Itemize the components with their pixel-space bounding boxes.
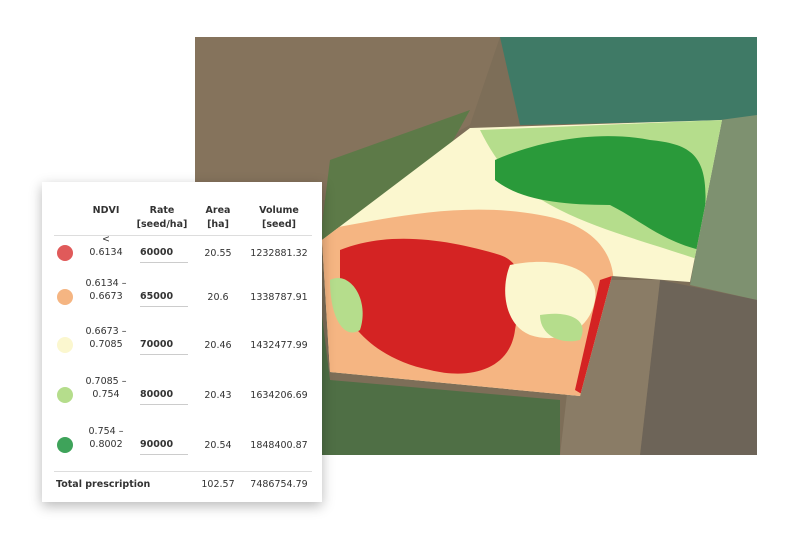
rate-input: 65000 — [140, 291, 188, 307]
volume: 1848400.87 — [250, 440, 308, 451]
color-swatch — [57, 337, 73, 353]
column-header: Volume [seed] — [259, 205, 299, 230]
separator — [54, 471, 312, 472]
volume: 1634206.69 — [250, 390, 308, 401]
area: 20.54 — [204, 440, 232, 451]
color-swatch — [57, 437, 73, 453]
separator — [54, 235, 312, 236]
ndvi-range: < 0.6134 — [89, 234, 123, 258]
rate-input: 90000 — [140, 439, 188, 455]
volume: 1338787.91 — [250, 292, 308, 303]
color-swatch — [57, 245, 73, 261]
total-area: 102.57 — [201, 479, 235, 490]
area: 20.46 — [204, 340, 232, 351]
prescription-table: NDVI Rate [seed/ha] Area [ha] Volume [seed]… — [42, 182, 322, 502]
total-volume: 7486754.79 — [250, 479, 308, 490]
volume: 1432477.99 — [250, 340, 308, 351]
ndvi-range: 0.7085 – 0.754 — [85, 376, 127, 400]
ndvi-range: 0.6673 – 0.7085 — [85, 326, 127, 350]
area: 20.43 — [204, 390, 232, 401]
color-swatch — [57, 387, 73, 403]
column-header: Rate [seed/ha] — [136, 205, 188, 230]
color-swatch — [57, 289, 73, 305]
volume: 1232881.32 — [250, 248, 308, 259]
area: 20.55 — [204, 248, 232, 259]
column-header: Area [ha] — [205, 205, 231, 230]
rate-input: 70000 — [140, 339, 188, 355]
rate-input: 80000 — [140, 389, 188, 405]
area: 20.6 — [207, 292, 229, 303]
satellite-map — [195, 37, 757, 455]
ndvi-range: 0.754 – 0.8002 — [88, 426, 124, 450]
rate-input: 60000 — [140, 247, 188, 263]
column-header: NDVI — [92, 205, 120, 216]
total-label: Total prescription — [56, 479, 151, 490]
ndvi-range: 0.6134 – 0.6673 — [85, 278, 127, 302]
